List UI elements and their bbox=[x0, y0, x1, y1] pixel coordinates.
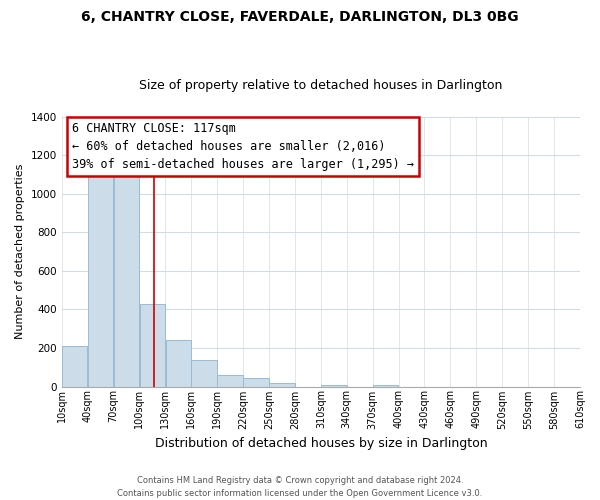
Text: Contains HM Land Registry data © Crown copyright and database right 2024.
Contai: Contains HM Land Registry data © Crown c… bbox=[118, 476, 482, 498]
Text: 6 CHANTRY CLOSE: 117sqm
← 60% of detached houses are smaller (2,016)
39% of semi: 6 CHANTRY CLOSE: 117sqm ← 60% of detache… bbox=[72, 122, 414, 171]
Y-axis label: Number of detached properties: Number of detached properties bbox=[15, 164, 25, 340]
Title: Size of property relative to detached houses in Darlington: Size of property relative to detached ho… bbox=[139, 79, 503, 92]
Bar bbox=[269, 382, 295, 386]
Bar bbox=[88, 170, 113, 386]
Bar bbox=[243, 378, 269, 386]
Bar bbox=[217, 375, 243, 386]
Bar bbox=[373, 384, 398, 386]
Bar bbox=[191, 360, 217, 386]
Bar bbox=[62, 346, 88, 387]
Bar bbox=[140, 304, 165, 386]
Bar bbox=[114, 174, 139, 386]
Text: 6, CHANTRY CLOSE, FAVERDALE, DARLINGTON, DL3 0BG: 6, CHANTRY CLOSE, FAVERDALE, DARLINGTON,… bbox=[81, 10, 519, 24]
Bar bbox=[166, 340, 191, 386]
Bar bbox=[321, 384, 347, 386]
X-axis label: Distribution of detached houses by size in Darlington: Distribution of detached houses by size … bbox=[155, 437, 487, 450]
